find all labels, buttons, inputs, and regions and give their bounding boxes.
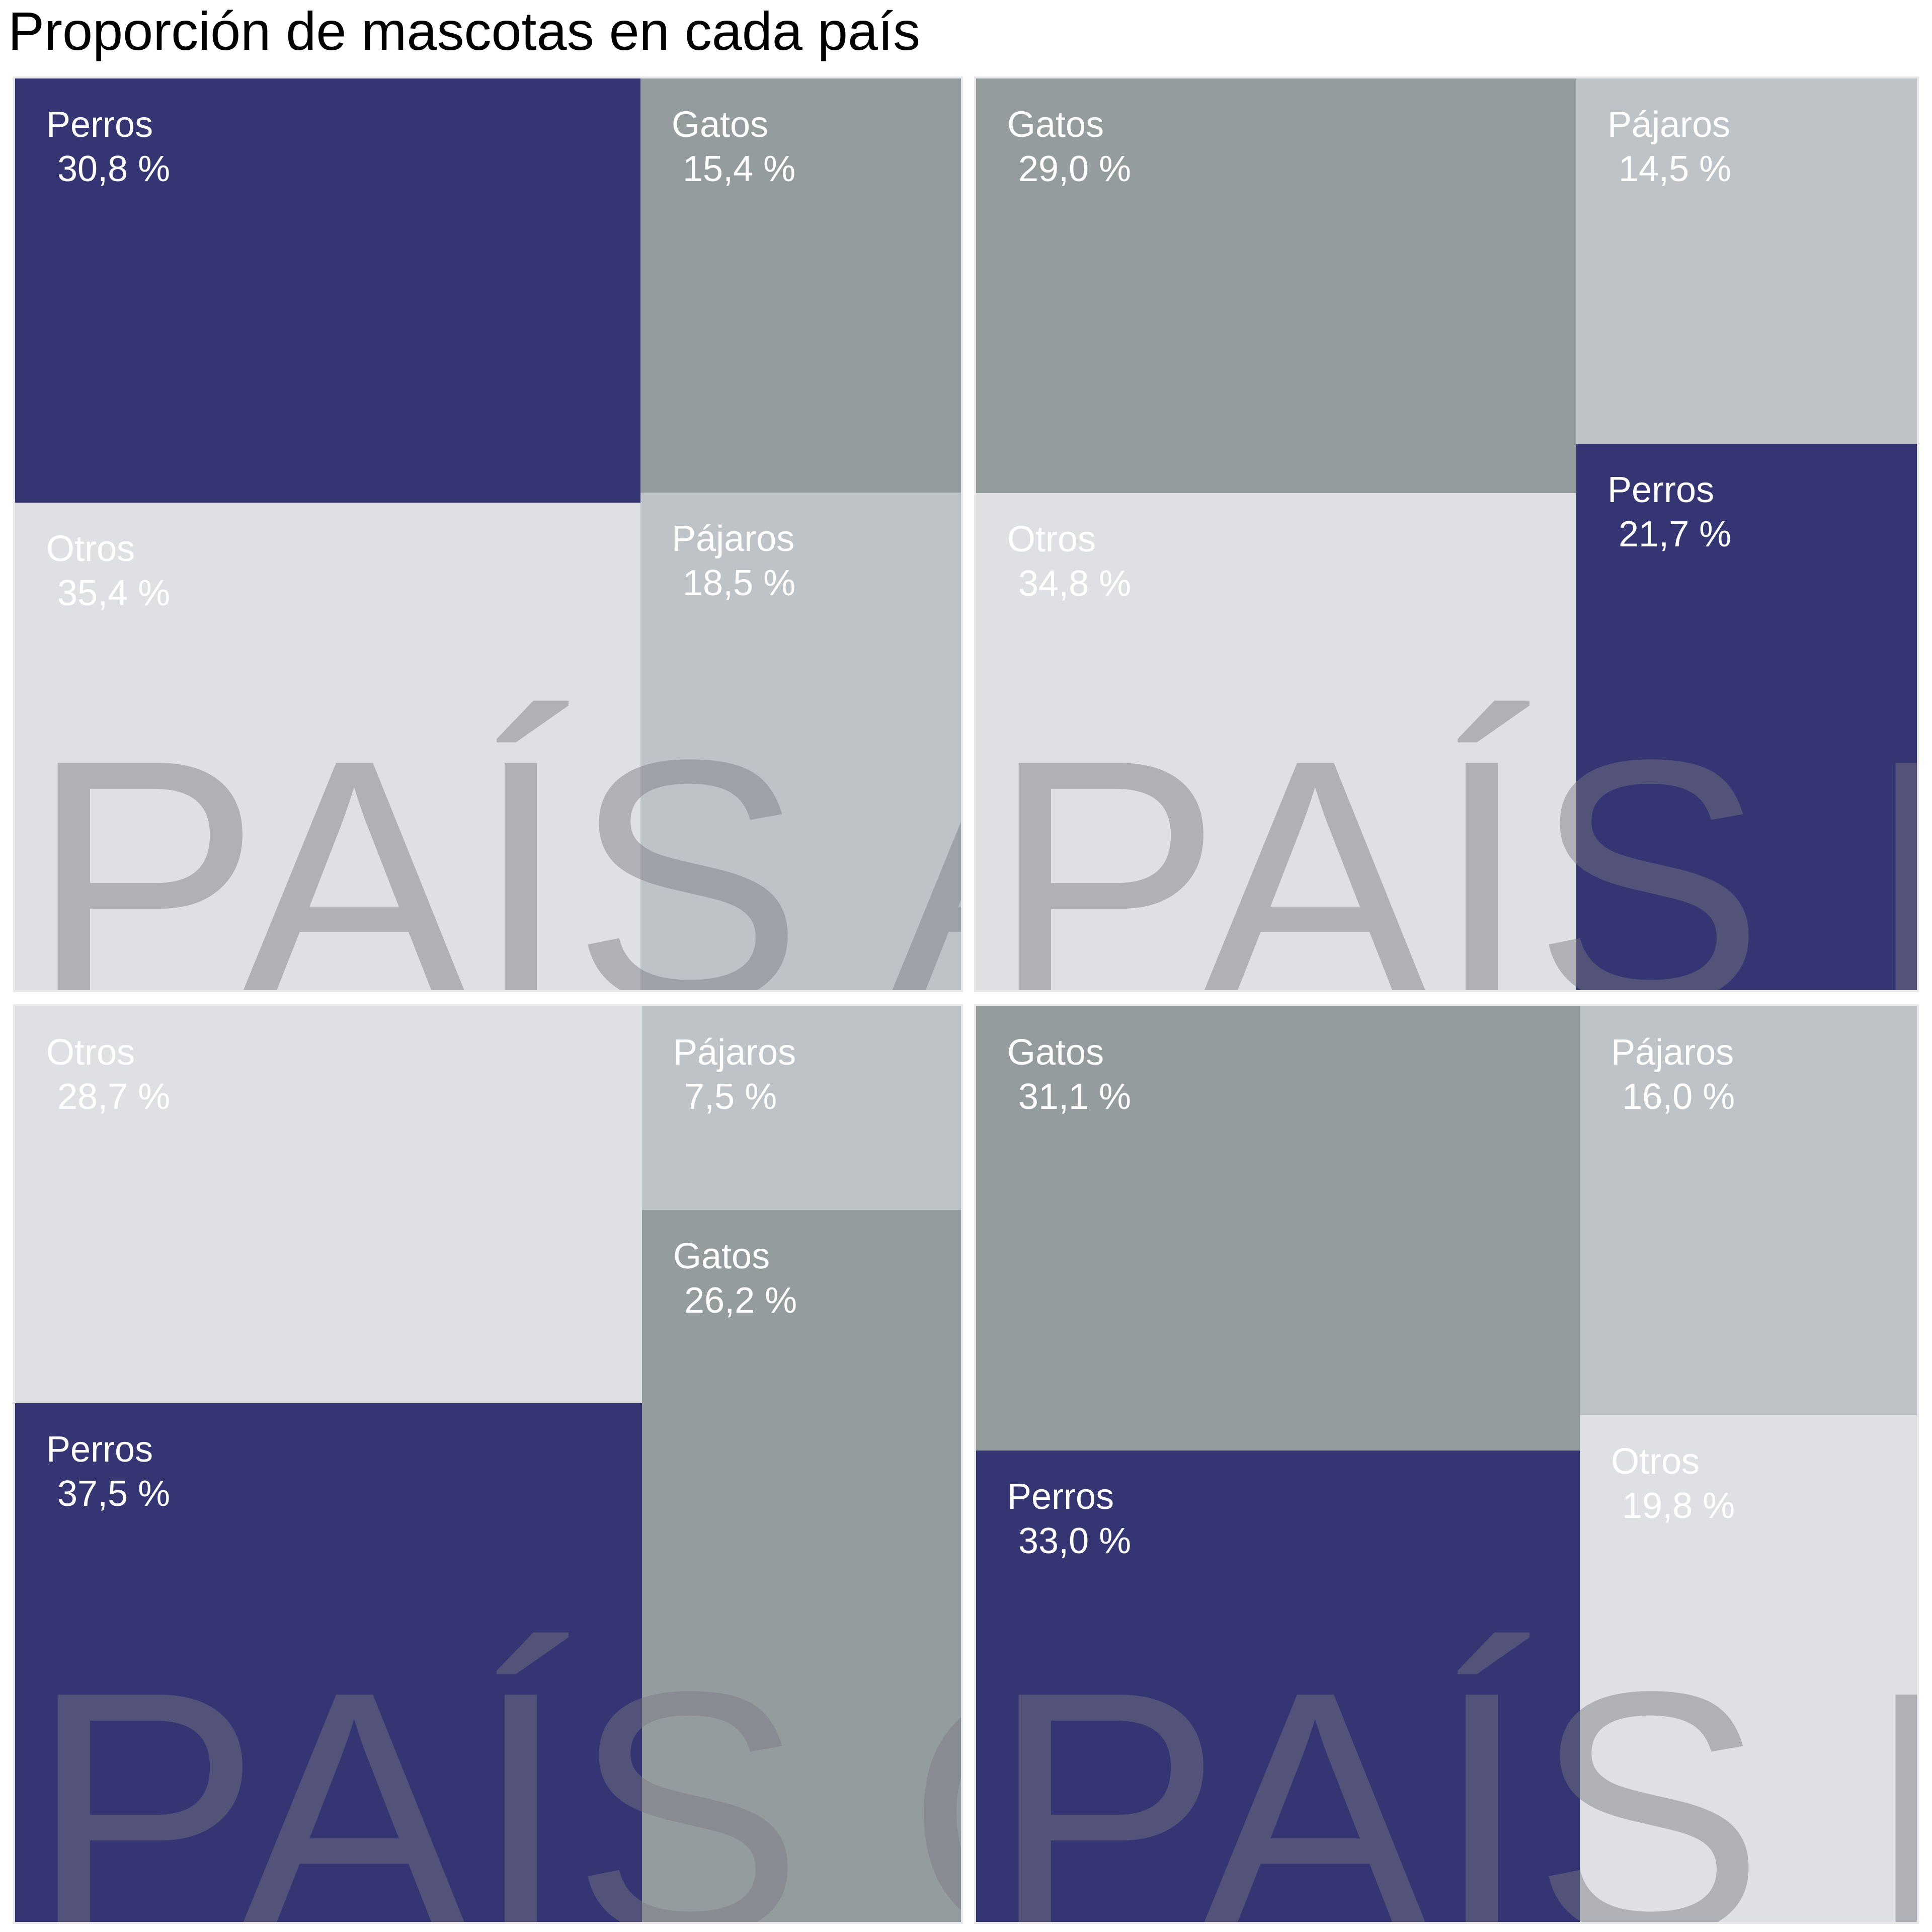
cell-label: Perros 30,8 % xyxy=(46,103,170,191)
treemap-cell-otros: Otros 34,8 % xyxy=(976,493,1576,990)
cell-value-label: 7,5 % xyxy=(684,1077,777,1117)
cell-category-name: Gatos xyxy=(1007,105,1104,145)
cell-label: Pájaros 18,5 % xyxy=(672,517,795,605)
cell-label: Otros 34,8 % xyxy=(1007,517,1131,606)
treemap-panel-pais-b: Gatos 29,0 % Otros 34,8 % Pájaros 14,5 % Perro… xyxy=(976,78,1917,990)
treemap-cell-perros: Perros 30,8 % xyxy=(15,78,640,503)
cell-label: Pájaros 7,5 % xyxy=(673,1030,796,1119)
cell-value-label: 37,5 % xyxy=(57,1474,171,1514)
cell-category-name: Gatos xyxy=(1007,1032,1104,1073)
cell-category-name: Perros xyxy=(46,1429,153,1470)
treemap-cell-gatos: Gatos 26,2 % xyxy=(642,1210,961,1922)
cell-label: Gatos 15,4 % xyxy=(672,103,795,191)
cell-label: Perros 21,7 % xyxy=(1607,468,1731,556)
cell-label: Pájaros 16,0 % xyxy=(1611,1030,1735,1119)
cell-category-name: Perros xyxy=(1607,470,1715,510)
cell-category-name: Perros xyxy=(46,105,153,145)
cell-label: Otros 35,4 % xyxy=(46,527,170,615)
treemap-cell-gatos: Gatos 31,1 % xyxy=(976,1006,1580,1451)
treemap-cell-gatos: Gatos 29,0 % xyxy=(976,78,1576,493)
cell-label: Gatos 31,1 % xyxy=(1007,1030,1131,1119)
treemap-chart: Perros 30,8 % Otros 35,4 % Gatos 15,4 % Pájaro… xyxy=(0,70,1932,1932)
cell-value-label: 29,0 % xyxy=(1018,149,1132,189)
cell-value-label: 33,0 % xyxy=(1018,1521,1132,1561)
cell-value-label: 30,8 % xyxy=(57,149,171,189)
cell-value-label: 28,7 % xyxy=(57,1077,171,1117)
cell-category-name: Perros xyxy=(1007,1477,1114,1517)
cell-category-name: Gatos xyxy=(672,105,769,145)
cell-label: Otros 28,7 % xyxy=(46,1030,170,1119)
chart-title: Proporción de mascotas en cada país xyxy=(8,1,921,61)
treemap-cell-otros: Otros 28,7 % xyxy=(15,1006,642,1403)
treemap-cell-pajaros: Pájaros 7,5 % xyxy=(642,1006,961,1210)
treemap-panel-pais-c: Otros 28,7 % Perros 37,5 % Pájaros 7,5 % Gatos… xyxy=(15,1006,961,1922)
treemap-panel-pais-d: Gatos 31,1 % Perros 33,0 % Pájaros 16,0 % Otro… xyxy=(976,1006,1917,1922)
cell-category-name: Otros xyxy=(46,1032,135,1073)
cell-label: Perros 33,0 % xyxy=(1007,1475,1131,1563)
cell-category-name: Otros xyxy=(1007,519,1096,559)
cell-value-label: 15,4 % xyxy=(683,149,796,189)
treemap-cell-perros: Perros 37,5 % xyxy=(15,1403,642,1922)
cell-value-label: 18,5 % xyxy=(683,563,796,603)
cell-label: Perros 37,5 % xyxy=(46,1427,170,1516)
treemap-cell-otros: Otros 35,4 % xyxy=(15,503,640,990)
cell-category-name: Pájaros xyxy=(1607,105,1731,145)
cell-label: Gatos 26,2 % xyxy=(673,1234,797,1323)
cell-category-name: Gatos xyxy=(673,1236,770,1276)
cell-value-label: 14,5 % xyxy=(1619,149,1732,189)
cell-category-name: Otros xyxy=(1611,1441,1700,1482)
cell-value-label: 19,8 % xyxy=(1622,1486,1735,1526)
cell-value-label: 16,0 % xyxy=(1622,1077,1735,1117)
treemap-cell-perros: Perros 33,0 % xyxy=(976,1451,1580,1922)
cell-value-label: 31,1 % xyxy=(1018,1077,1132,1117)
treemap-cell-pajaros: Pájaros 14,5 % xyxy=(1576,78,1917,444)
cell-category-name: Pájaros xyxy=(1611,1032,1734,1073)
treemap-cell-pajaros: Pájaros 16,0 % xyxy=(1580,1006,1917,1415)
treemap-cell-pajaros: Pájaros 18,5 % xyxy=(640,493,961,990)
cell-label: Gatos 29,0 % xyxy=(1007,103,1131,191)
cell-category-name: Pájaros xyxy=(672,519,795,559)
cell-value-label: 34,8 % xyxy=(1018,564,1132,604)
cell-value-label: 21,7 % xyxy=(1619,514,1732,554)
treemap-panel-pais-a: Perros 30,8 % Otros 35,4 % Gatos 15,4 % Pájaro… xyxy=(15,78,961,990)
cell-value-label: 26,2 % xyxy=(684,1280,797,1321)
cell-category-name: Otros xyxy=(46,529,135,569)
treemap-cell-gatos: Gatos 15,4 % xyxy=(640,78,961,493)
cell-category-name: Pájaros xyxy=(673,1032,796,1073)
cell-value-label: 35,4 % xyxy=(57,573,171,613)
treemap-cell-otros: Otros 19,8 % xyxy=(1580,1415,1917,1922)
cell-label: Pájaros 14,5 % xyxy=(1607,103,1731,191)
cell-label: Otros 19,8 % xyxy=(1611,1439,1735,1528)
treemap-cell-perros: Perros 21,7 % xyxy=(1576,444,1917,990)
